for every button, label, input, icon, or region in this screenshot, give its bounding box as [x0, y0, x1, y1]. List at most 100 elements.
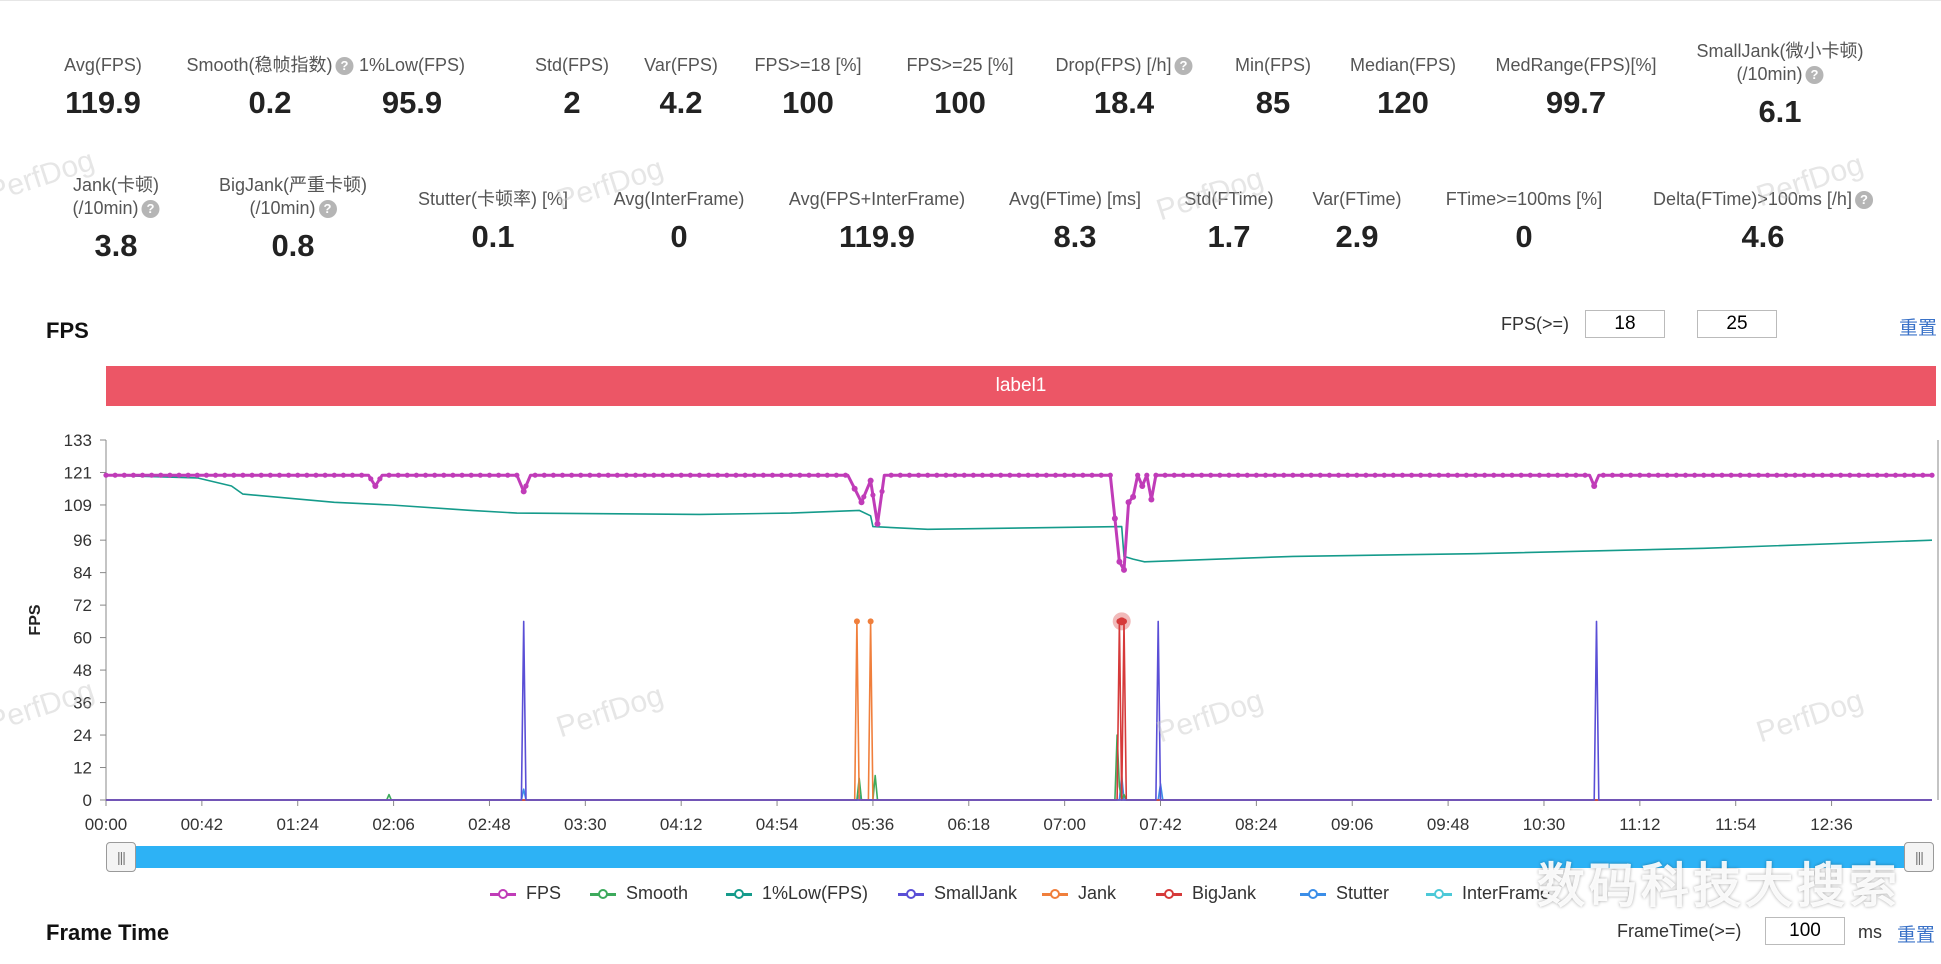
fps-point — [194, 472, 200, 478]
stat-label: Std(FTime) — [1184, 189, 1274, 209]
fps-point — [459, 472, 465, 478]
fps-point — [1162, 472, 1168, 478]
fps-point — [313, 472, 319, 478]
fps-point — [1819, 472, 1826, 478]
slider-left-handle[interactable]: ||| — [106, 842, 136, 872]
fps-point — [1792, 472, 1798, 478]
x-tick-label: 12:36 — [1810, 815, 1853, 834]
frametime-reset-link[interactable]: 重置 — [1897, 925, 1936, 946]
series-line-smooth — [106, 734, 1932, 801]
fps-point — [569, 472, 575, 478]
stat-value: 99.7 — [1545, 85, 1607, 120]
fps-point — [1062, 472, 1068, 478]
fps-point — [943, 472, 949, 478]
fps-point — [1290, 472, 1296, 478]
stat-label-unit: (/10min)? — [1696, 63, 1863, 86]
series-line-stutter — [106, 774, 1932, 801]
help-icon[interactable]: ? — [1854, 191, 1873, 209]
fps-point — [212, 472, 219, 478]
fps-point — [304, 472, 310, 478]
stat-value: 8.3 — [1053, 219, 1097, 254]
fps-point — [1664, 472, 1670, 478]
help-icon[interactable]: ? — [1805, 66, 1824, 84]
fps-dip-point — [1116, 558, 1123, 565]
stat-label: Smooth(稳帧指数)? — [186, 54, 354, 77]
fps-point — [1025, 472, 1031, 478]
fps-point — [477, 472, 483, 478]
y-tick-label: 72 — [73, 596, 92, 615]
fps-point — [231, 472, 237, 478]
x-tick-label: 05:36 — [852, 815, 895, 834]
y-tick-label: 0 — [83, 791, 92, 810]
fps-point — [1007, 472, 1013, 478]
fps-point — [1600, 472, 1606, 478]
fps-point — [733, 472, 739, 478]
help-icon[interactable]: ? — [318, 200, 337, 218]
x-tick-label: 09:06 — [1331, 815, 1374, 834]
help-icon[interactable]: ? — [141, 200, 160, 218]
fps-point — [815, 472, 821, 478]
y-tick-label: 24 — [73, 726, 92, 745]
stat-value: 4.6 — [1741, 219, 1785, 254]
fps-point — [541, 472, 547, 478]
frametime-section-title: Frame Time — [46, 920, 170, 945]
x-tick-label: 02:06 — [372, 815, 415, 834]
row2-stat-1: BigJank(严重卡顿) (/10min)? 0.8 — [219, 174, 367, 264]
stat-label: Median(FPS) — [1349, 55, 1457, 75]
fps-point — [1564, 472, 1570, 478]
fps-section-title: FPS — [46, 318, 89, 343]
fps-point — [1308, 472, 1314, 478]
fps-point — [1253, 472, 1259, 478]
stat-label: FTime>=100ms [%] — [1445, 189, 1603, 209]
fps-point — [1573, 472, 1579, 478]
fps-chart[interactable]: 0 12 24 36 48 60 72 84 96 109 121 133 FPS 00:00 00:42 0… — [0, 410, 1941, 840]
fps-point — [687, 472, 693, 478]
fps-point — [1281, 472, 1287, 478]
fps-point — [1171, 472, 1177, 478]
fps-point — [1436, 472, 1442, 478]
row2-stat-2: Stutter(卡顿率) [%] 0.1 — [418, 188, 568, 255]
help-icon[interactable]: ? — [1174, 57, 1193, 75]
fps-point — [1810, 472, 1816, 478]
fps-point — [1892, 472, 1899, 478]
fps-reset-link[interactable]: 重置 — [1899, 318, 1938, 339]
stat-label: MedRange(FPS)[%] — [1495, 55, 1657, 75]
x-tick-label: 09:48 — [1427, 815, 1470, 834]
fps-point — [1363, 472, 1369, 478]
help-icon[interactable]: ? — [335, 57, 354, 75]
label-bar[interactable]: label1 — [106, 366, 1936, 406]
stat-label: Std(FPS) — [534, 55, 610, 75]
fps-point — [1463, 472, 1469, 478]
stat-label-unit: (/10min)? — [72, 197, 160, 220]
fps-threshold-25-input[interactable] — [1697, 310, 1777, 338]
fps-dip-point — [520, 488, 527, 495]
fps-point — [1472, 472, 1479, 478]
row1-stat-4: Var(FPS) 4.2 — [644, 54, 718, 121]
fps-point — [523, 483, 529, 489]
legend-marker-dot — [1308, 889, 1318, 899]
series-line-1-low-fps- — [105, 474, 1933, 563]
stat-value: 0 — [670, 219, 688, 254]
fps-dip-point — [1591, 483, 1598, 490]
y-tick-label: 12 — [73, 759, 92, 778]
frametime-threshold-input[interactable] — [1765, 917, 1845, 945]
time-range-slider[interactable] — [106, 846, 1918, 868]
fps-point — [1920, 472, 1926, 478]
fps-threshold-18-input[interactable] — [1585, 310, 1665, 338]
fps-point — [779, 472, 785, 478]
fps-point — [1354, 472, 1360, 478]
fps-point — [1262, 472, 1269, 478]
fps-point — [495, 472, 502, 478]
row2-stat-5: Avg(FTime) [ms] 8.3 — [1009, 188, 1141, 255]
row2-stat-4: Avg(FPS+InterFrame) 119.9 — [789, 188, 965, 255]
slider-right-handle[interactable]: ||| — [1904, 842, 1934, 872]
stat-value: 0.8 — [271, 228, 315, 263]
fps-point — [1381, 472, 1387, 478]
x-tick-label: 11:12 — [1619, 815, 1660, 834]
stat-value: 119.9 — [839, 219, 915, 254]
stat-value: 2 — [563, 85, 581, 120]
y-tick-label: 121 — [64, 463, 92, 482]
fps-point — [295, 472, 301, 478]
x-tick-label: 02:48 — [468, 815, 511, 834]
legend-marker-dot — [1050, 889, 1060, 899]
